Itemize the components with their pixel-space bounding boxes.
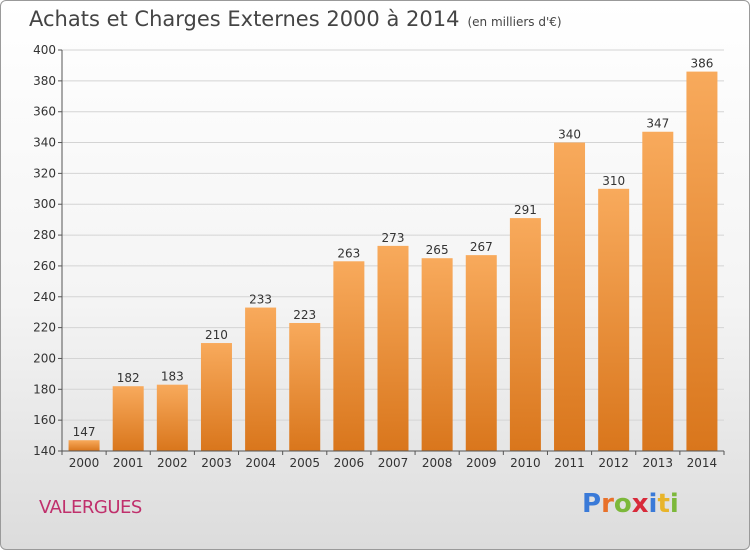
bar-value-label: 233 bbox=[249, 293, 272, 307]
x-tick-label: 2007 bbox=[378, 456, 409, 470]
y-tick-label: 280 bbox=[33, 228, 56, 242]
bar-value-label: 265 bbox=[426, 243, 449, 257]
logo-letter: t bbox=[657, 489, 670, 519]
bar-2000 bbox=[68, 440, 100, 451]
y-tick-label: 300 bbox=[33, 197, 56, 211]
x-tick-label: 2001 bbox=[113, 456, 144, 470]
bar-2004 bbox=[245, 307, 277, 451]
bar-value-label: 310 bbox=[602, 174, 625, 188]
proxiti-logo[interactable]: Proxiti bbox=[582, 489, 679, 519]
bar-2014 bbox=[686, 71, 718, 451]
chart-title: Achats et Charges Externes 2000 à 2014 (e… bbox=[29, 7, 562, 31]
bar-value-label: 340 bbox=[558, 128, 581, 142]
bar-value-label: 386 bbox=[690, 57, 713, 71]
x-tick-label: 2010 bbox=[510, 456, 541, 470]
y-tick-label: 260 bbox=[33, 259, 56, 273]
bar-value-label: 263 bbox=[337, 246, 360, 260]
bar-2009 bbox=[465, 255, 497, 451]
bar-value-label: 183 bbox=[161, 370, 184, 384]
y-tick-label: 140 bbox=[33, 444, 56, 458]
chart-subtitle: (en milliers d'€) bbox=[467, 15, 562, 29]
bar-value-label: 291 bbox=[514, 203, 537, 217]
bar-2001 bbox=[112, 386, 144, 451]
bar-value-label: 147 bbox=[73, 425, 96, 439]
x-tick-label: 2005 bbox=[289, 456, 320, 470]
x-tick-label: 2000 bbox=[69, 456, 100, 470]
bar-value-label: 273 bbox=[382, 231, 405, 245]
x-tick-label: 2002 bbox=[157, 456, 188, 470]
bar-value-label: 210 bbox=[205, 328, 228, 342]
bar-2005 bbox=[289, 322, 321, 451]
bar-value-label: 182 bbox=[117, 371, 140, 385]
bar-2006 bbox=[333, 261, 365, 451]
chart-title-text: Achats et Charges Externes 2000 à 2014 bbox=[29, 7, 460, 31]
y-tick-label: 340 bbox=[33, 136, 56, 150]
y-tick-label: 360 bbox=[33, 105, 56, 119]
label-layer: 147 182 183 210 233 223 263 273 265 267 291 340 310 3… bbox=[73, 57, 714, 440]
x-tick-label: 2013 bbox=[643, 456, 674, 470]
x-tick-label: 2012 bbox=[598, 456, 629, 470]
bar-layer bbox=[68, 71, 718, 452]
bar-2012 bbox=[598, 188, 630, 452]
logo-letter: r bbox=[601, 489, 614, 519]
bar-2010 bbox=[509, 218, 541, 451]
x-tick-label: 2009 bbox=[466, 456, 497, 470]
y-tick-label: 380 bbox=[33, 74, 56, 88]
x-tick-label: 2003 bbox=[201, 456, 232, 470]
x-tick-label: 2004 bbox=[245, 456, 276, 470]
logo-letter: o bbox=[613, 489, 632, 519]
y-tick-label: 400 bbox=[33, 43, 56, 57]
x-tick-label: 2008 bbox=[422, 456, 453, 470]
y-tick-label: 200 bbox=[33, 351, 56, 365]
logo-letter: P bbox=[582, 489, 602, 519]
bar-2003 bbox=[200, 343, 232, 451]
y-tick-label: 160 bbox=[33, 413, 56, 427]
y-tick-label: 180 bbox=[33, 382, 56, 396]
y-tick-label: 220 bbox=[33, 321, 56, 335]
x-tick-label: 2011 bbox=[554, 456, 585, 470]
logo-letter: i bbox=[648, 489, 658, 519]
y-tick-label: 320 bbox=[33, 166, 56, 180]
bar-2007 bbox=[377, 245, 409, 451]
logo-letter: x bbox=[631, 489, 649, 519]
city-name: VALERGUES bbox=[39, 497, 142, 518]
y-tick-label: 240 bbox=[33, 290, 56, 304]
bar-2008 bbox=[421, 258, 453, 451]
bar-value-label: 223 bbox=[293, 308, 316, 322]
x-tick-label: 2014 bbox=[687, 456, 718, 470]
x-tick-label: 2006 bbox=[334, 456, 365, 470]
logo-letter: i bbox=[669, 489, 679, 519]
bar-value-label: 267 bbox=[470, 240, 493, 254]
bar-2002 bbox=[156, 384, 188, 451]
bar-2013 bbox=[642, 131, 674, 451]
bar-value-label: 347 bbox=[646, 117, 669, 131]
bar-2011 bbox=[554, 142, 586, 452]
axis-layer: 140 160 180 200 220 240 260 280 300 320 340 360 380 4… bbox=[33, 43, 725, 470]
